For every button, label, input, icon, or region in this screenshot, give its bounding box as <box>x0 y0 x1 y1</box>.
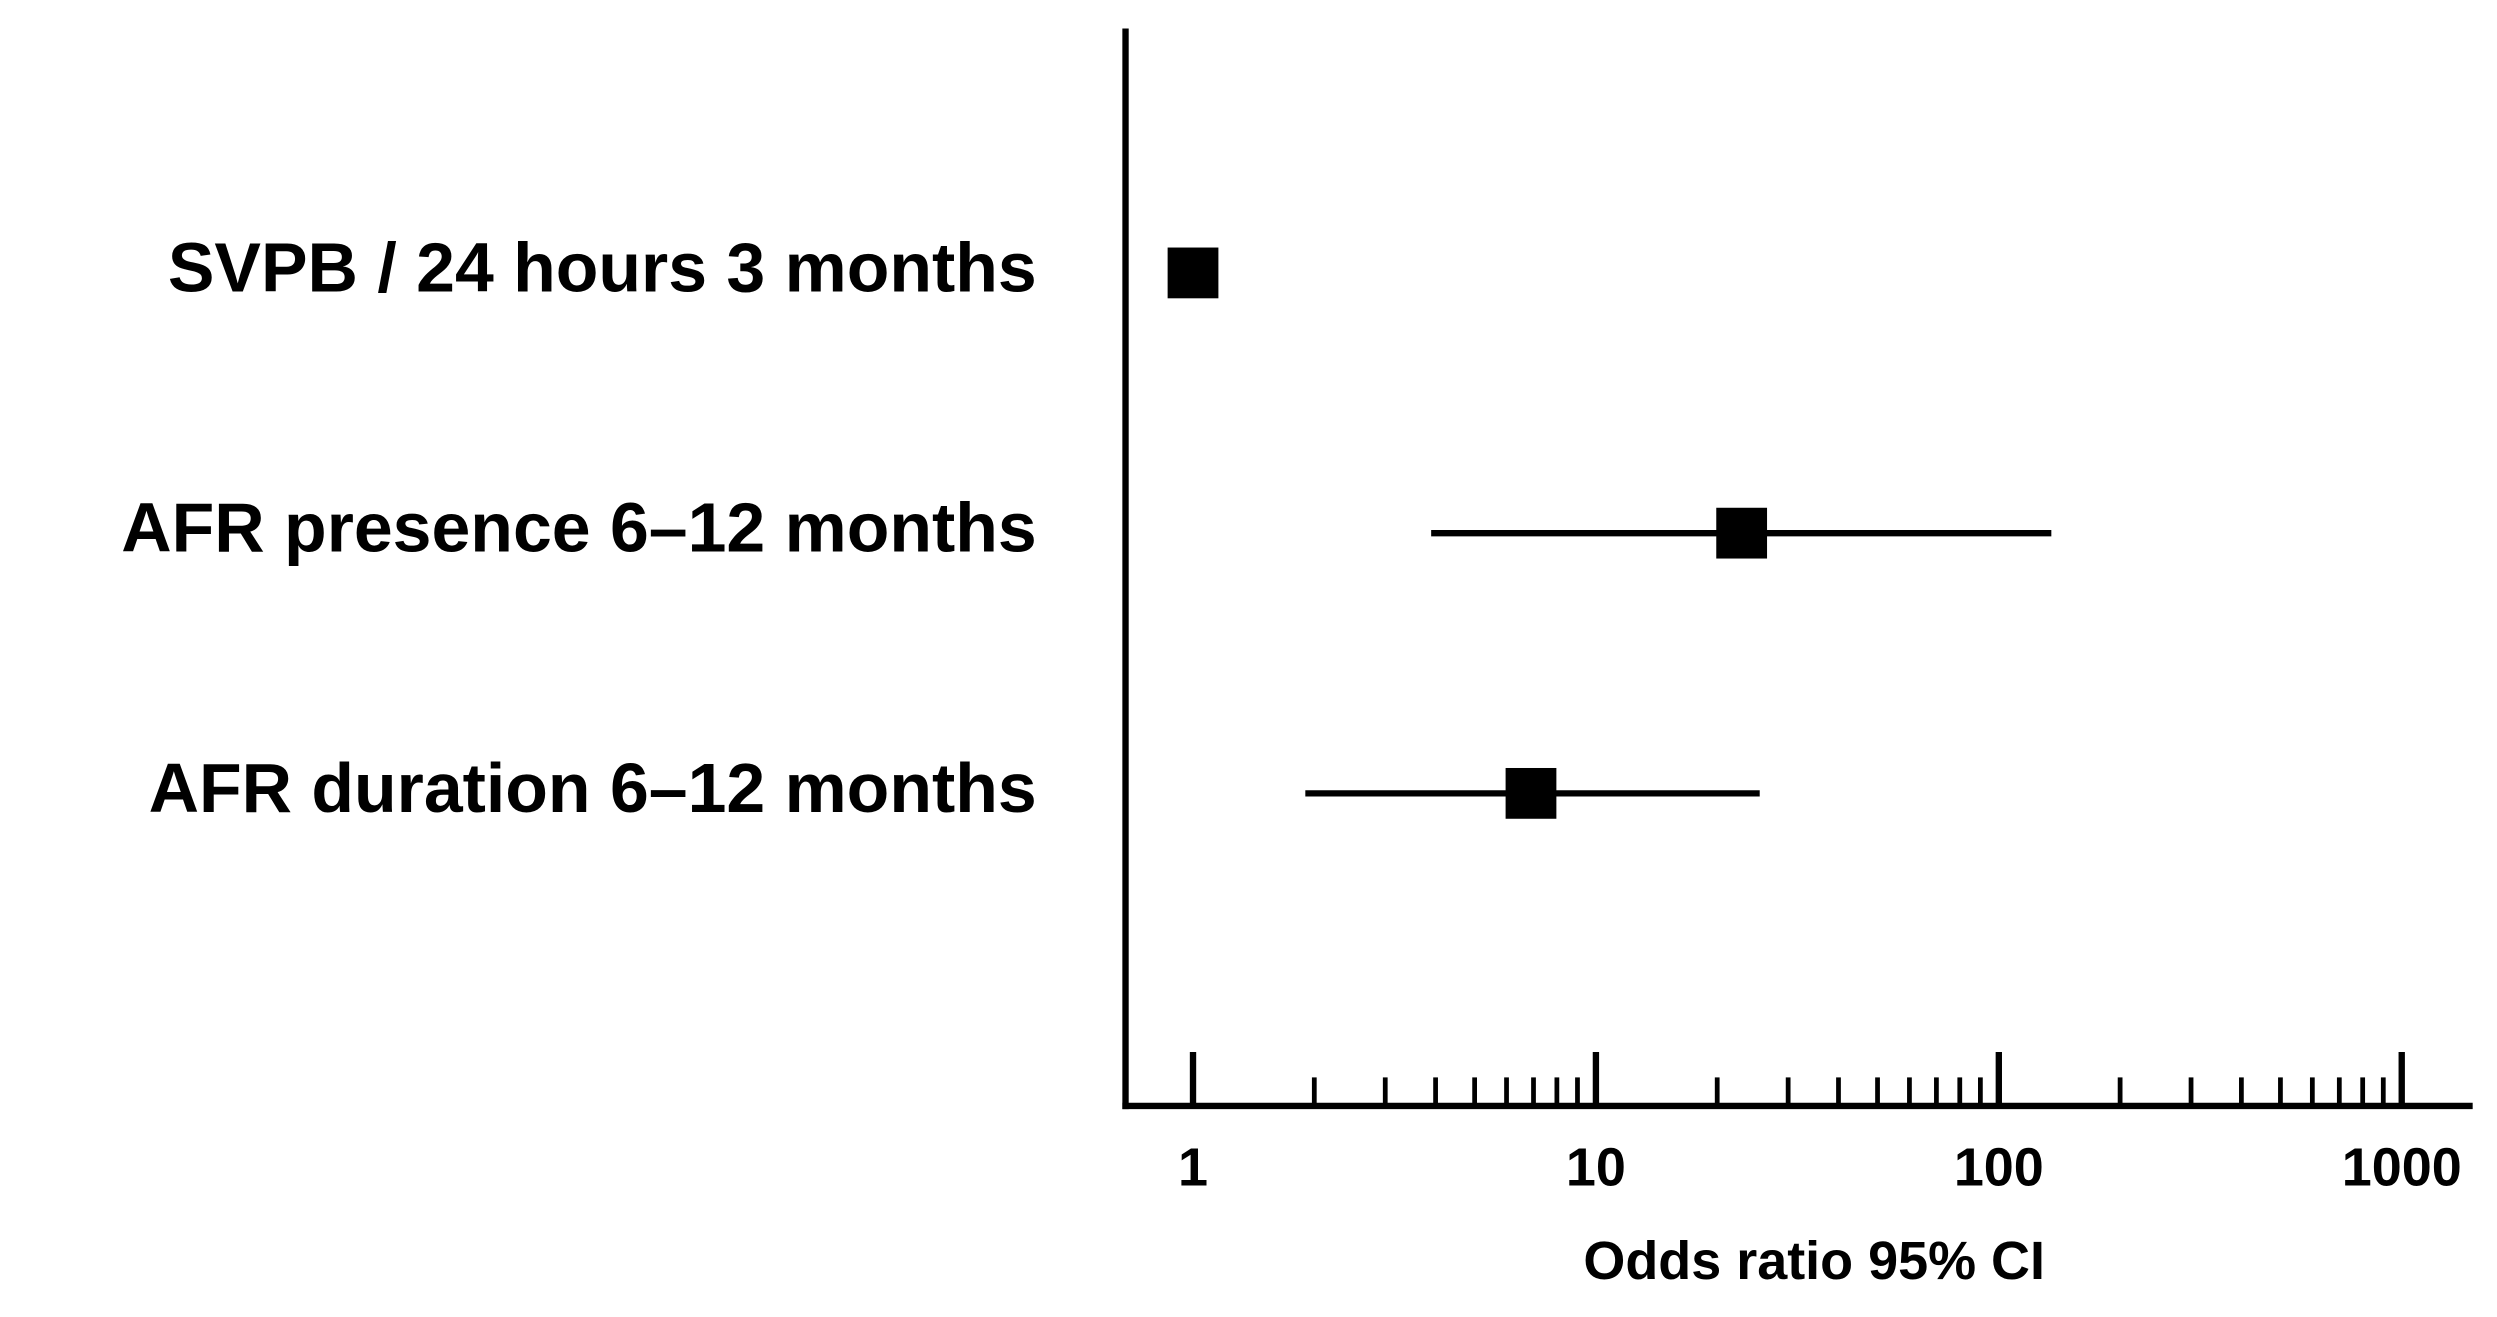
y-tick-label: SVPB / 24 hours 3 months <box>168 228 1037 306</box>
x-axis-label: Odds ratio 95% CI <box>1583 1231 2045 1291</box>
point-estimate <box>1167 247 1219 299</box>
y-tick-label: AFR duration 6–12 months <box>149 749 1037 827</box>
x-tick-label: 1000 <box>2342 1137 2462 1197</box>
x-tick-label: 100 <box>1954 1137 2044 1197</box>
y-tick-label: AFR presence 6–12 months <box>121 489 1036 567</box>
x-tick-label: 10 <box>1566 1137 1626 1197</box>
x-tick-label: 1 <box>1178 1137 1208 1197</box>
point-estimate <box>1505 767 1557 819</box>
point-estimate <box>1716 507 1768 559</box>
